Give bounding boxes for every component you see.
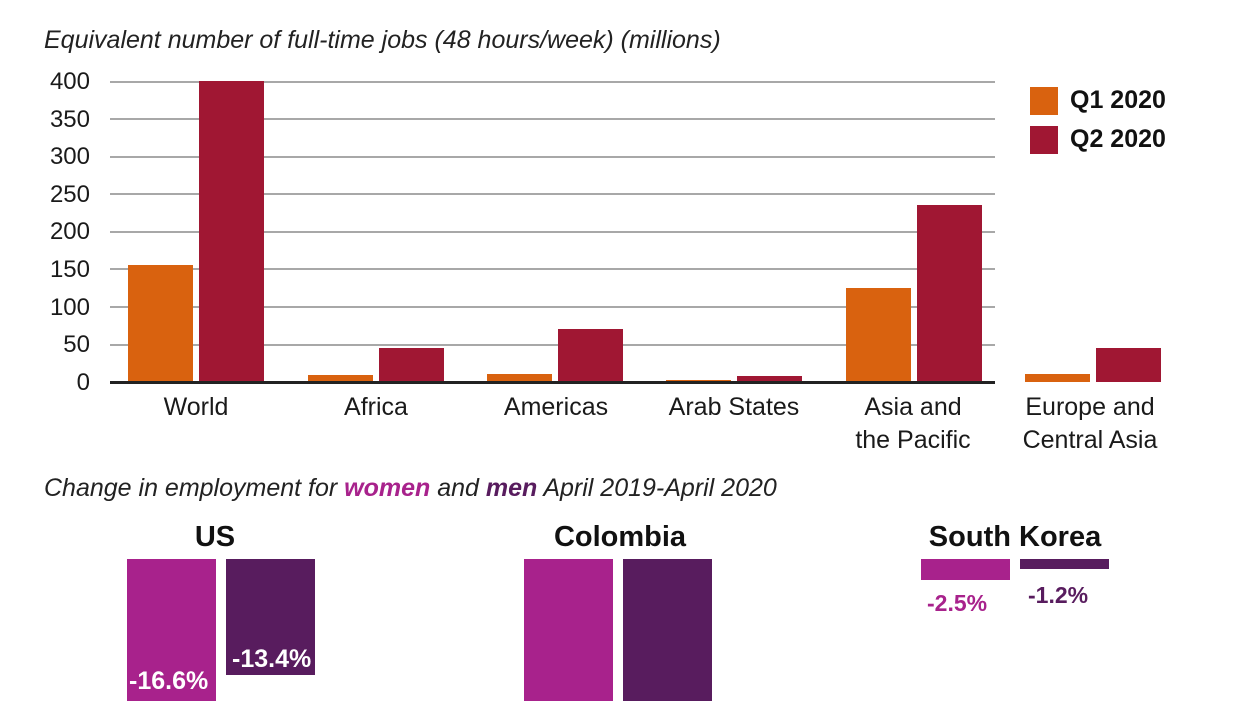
gridline xyxy=(110,306,995,308)
colombia-men-bar xyxy=(623,559,712,701)
bar-europe-and-central-asia-q1-2020 xyxy=(1025,373,1090,382)
chart-title: Equivalent number of full-time jobs (48 … xyxy=(44,26,721,54)
y-tick-0: 0 xyxy=(76,369,90,396)
x-label-africa: Africa xyxy=(344,393,408,421)
women-keyword: women xyxy=(344,474,431,502)
bar-asia-and-the-pacific-q1-2020 xyxy=(846,287,911,382)
gridline xyxy=(110,268,995,270)
south-korea-men-value: -1.2% xyxy=(1028,582,1089,608)
legend-label-q2: Q2 2020 xyxy=(1070,125,1166,153)
x-label-world: World xyxy=(163,393,229,421)
south-korea-women-value: -2.5% xyxy=(927,590,988,616)
country-label-us: US xyxy=(194,521,236,553)
country-label-south-korea: South Korea xyxy=(928,521,1102,553)
legend: Q1 2020 Q2 2020 xyxy=(1030,86,1166,154)
employment-chart-title: Change in employment for women and men A… xyxy=(44,474,777,502)
x-label-americas: Americas xyxy=(503,393,609,421)
gridline xyxy=(110,231,995,233)
south-korea-men-bar xyxy=(1020,559,1109,569)
us-women-value: -16.6% xyxy=(129,667,209,695)
x-label-asia-pacific: Asia and the Pacific xyxy=(855,393,971,454)
country-label-colombia: Colombia xyxy=(553,521,687,553)
colombia-women-bar xyxy=(524,559,613,701)
legend-item-q1: Q1 2020 xyxy=(1030,86,1166,115)
x-label-europe-central-asia: Europe and Central Asia xyxy=(1022,393,1158,454)
y-tick-50: 50 xyxy=(63,331,90,358)
bar-world-q1-2020 xyxy=(128,265,193,382)
y-tick-350: 350 xyxy=(49,106,90,133)
y-tick-400: 400 xyxy=(49,68,90,95)
x-label-arab-states: Arab States xyxy=(668,393,800,421)
bar-world-q2-2020 xyxy=(199,81,264,382)
legend-swatch-q1 xyxy=(1030,86,1058,115)
us-men-value: -13.4% xyxy=(232,645,312,673)
bar-africa-q2-2020 xyxy=(379,348,444,382)
y-tick-200: 200 xyxy=(49,218,90,245)
bar-arab-states-q2-2020 xyxy=(737,375,802,382)
legend-swatch-q2 xyxy=(1030,125,1058,154)
gridline xyxy=(110,344,995,346)
gridline xyxy=(110,118,995,120)
bar-asia-and-the-pacific-q2-2020 xyxy=(917,205,982,382)
y-tick-300: 300 xyxy=(49,143,90,170)
us-men-bar: -13.4% xyxy=(226,559,315,675)
legend-label-q1: Q1 2020 xyxy=(1070,86,1166,114)
x-axis xyxy=(110,381,995,384)
gridline xyxy=(110,81,995,83)
y-tick-100: 100 xyxy=(49,294,90,321)
bar-africa-q1-2020 xyxy=(308,375,373,382)
men-keyword: men xyxy=(485,474,538,502)
gridline xyxy=(110,193,995,195)
bar-americas-q2-2020 xyxy=(558,329,623,382)
us-women-bar: -16.6% xyxy=(127,559,216,701)
y-tick-150: 150 xyxy=(49,256,90,283)
bar-americas-q1-2020 xyxy=(487,373,552,382)
y-tick-250: 250 xyxy=(49,181,90,208)
south-korea-women-bar xyxy=(921,559,1010,580)
legend-item-q2: Q2 2020 xyxy=(1030,125,1166,154)
gridline xyxy=(110,156,995,158)
bar-europe-and-central-asia-q2-2020 xyxy=(1096,348,1161,382)
